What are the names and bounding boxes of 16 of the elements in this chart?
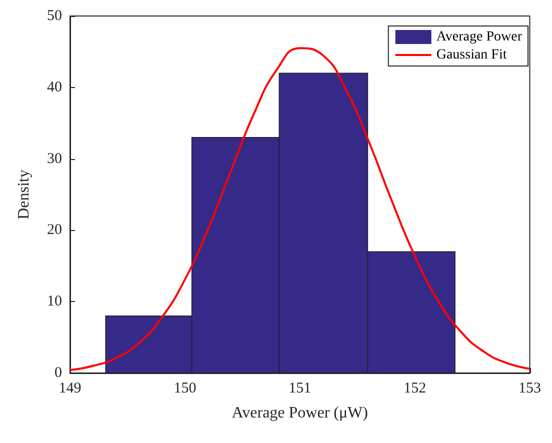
x-tick-label: 151: [288, 380, 312, 396]
y-tick-label: 40: [47, 79, 62, 96]
y-tick-label: 10: [47, 294, 62, 310]
y-tick-label: 20: [47, 222, 62, 238]
x-tick-label: 152: [404, 380, 426, 396]
legend-label: Average Power: [436, 30, 522, 44]
y-tick-label: 0: [54, 365, 62, 381]
y-tick-label: 50: [47, 8, 62, 24]
y-tick-label: 30: [47, 150, 62, 167]
y-axis-title: Density: [16, 170, 32, 220]
line-series: [69, 47, 531, 372]
legend-label: Gaussian Fit: [436, 48, 507, 62]
x-tick-label: 150: [174, 380, 196, 396]
x-tick-label: 149: [58, 380, 82, 396]
x-axis-title: Average Power (μW): [232, 404, 368, 422]
x-tick-label: 153: [518, 380, 541, 396]
